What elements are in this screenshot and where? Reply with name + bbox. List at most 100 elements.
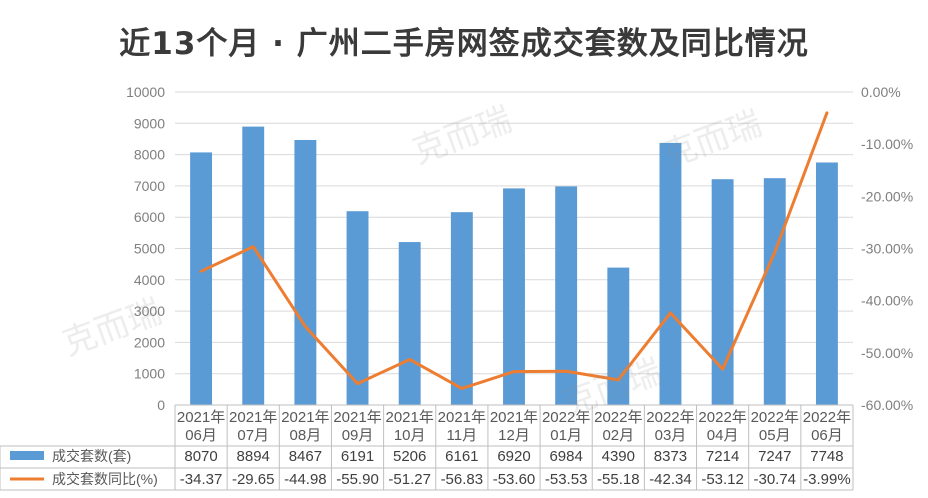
x-tick-label: 2022年	[751, 409, 799, 426]
x-tick-label: 02月	[602, 427, 634, 444]
line-point	[564, 369, 568, 373]
x-tick-label: 2021年	[281, 409, 329, 426]
data-label: 7214	[706, 448, 739, 465]
line-point	[460, 386, 464, 390]
x-tick-label: 10月	[394, 427, 426, 444]
line-point	[251, 245, 255, 249]
x-tick-label: 03月	[655, 427, 687, 444]
x-tick-label: 2022年	[594, 409, 642, 426]
data-label: 8070	[184, 448, 217, 465]
bar	[398, 242, 421, 405]
bar	[503, 188, 525, 405]
bar	[294, 139, 317, 405]
y-left-tick-label: 1000	[134, 366, 165, 382]
data-label: 4390	[602, 448, 635, 465]
legend-label: 成交套数(套)	[52, 448, 131, 464]
x-tick-label: 04月	[707, 427, 739, 444]
data-label: 7748	[810, 448, 843, 465]
y-left-tick-label: 6000	[134, 209, 165, 225]
data-label: -51.27	[388, 471, 431, 488]
line-point	[356, 382, 360, 386]
line-point	[825, 111, 829, 115]
y-right-tick-label: -10.00%	[861, 136, 913, 152]
line-point	[303, 325, 307, 329]
line-point	[512, 370, 516, 374]
data-label: -34.37	[180, 471, 223, 488]
line-point	[199, 269, 203, 273]
y-left-tick-label: 9000	[134, 115, 165, 131]
line-point	[773, 250, 777, 254]
y-right-tick-label: 0.00%	[861, 84, 901, 100]
x-tick-label: 07月	[237, 427, 269, 444]
data-label: 8373	[654, 448, 687, 465]
x-tick-label: 01月	[550, 427, 582, 444]
data-label: 8894	[237, 448, 270, 465]
bar	[815, 162, 838, 405]
data-label: 6161	[445, 448, 478, 465]
y-left-tick-label: 4000	[134, 272, 165, 288]
line-point	[668, 311, 672, 315]
data-label: -53.12	[701, 471, 744, 488]
chart-title: 近13个月 · 广州二手房网签成交套数及同比情况	[119, 26, 809, 62]
y-right-tick-label: -20.00%	[861, 188, 913, 204]
data-label: -29.65	[232, 471, 275, 488]
data-label: 6191	[341, 448, 374, 465]
bar	[763, 178, 786, 405]
data-label: 5206	[393, 448, 426, 465]
data-label: -30.74	[753, 471, 796, 488]
y-left-tick-label: 0	[157, 397, 165, 413]
data-label: -56.83	[441, 471, 484, 488]
x-tick-label: 2021年	[490, 409, 538, 426]
bar	[659, 142, 682, 405]
y-left-tick-label: 10000	[126, 84, 165, 100]
y-left-tick-label: 8000	[134, 147, 165, 163]
bar	[607, 267, 630, 405]
data-label: -53.60	[493, 471, 536, 488]
data-label: -42.34	[649, 471, 692, 488]
line-point	[616, 378, 620, 382]
line-point	[721, 367, 725, 371]
data-label: -44.98	[284, 471, 327, 488]
x-tick-label: 2021年	[333, 409, 381, 426]
x-tick-label: 08月	[290, 427, 322, 444]
legend-swatch	[10, 451, 44, 460]
x-tick-label: 06月	[811, 427, 843, 444]
data-label: 6920	[497, 448, 530, 465]
x-tick-label: 2021年	[229, 409, 277, 426]
bar	[190, 152, 213, 405]
x-tick-label: 2021年	[438, 409, 486, 426]
bar	[346, 211, 369, 405]
data-label: 7247	[758, 448, 791, 465]
bar	[555, 186, 578, 405]
data-label: -55.18	[597, 471, 640, 488]
x-tick-label: 06月	[185, 427, 217, 444]
bar	[711, 179, 734, 405]
data-label: -53.53	[545, 471, 588, 488]
x-tick-label: 12月	[498, 427, 530, 444]
y-left-tick-label: 7000	[134, 178, 165, 194]
line-point	[408, 357, 412, 361]
y-right-tick-label: -50.00%	[861, 345, 913, 361]
y-left-tick-label: 2000	[134, 334, 165, 350]
x-tick-label: 2021年	[386, 409, 434, 426]
legend-label: 成交套数同比(%)	[52, 471, 158, 487]
data-label: 6984	[549, 448, 582, 465]
x-tick-label: 09月	[342, 427, 374, 444]
y-right-tick-label: -40.00%	[861, 293, 913, 309]
x-tick-label: 2022年	[698, 409, 746, 426]
x-tick-label: 2022年	[803, 409, 851, 426]
x-tick-label: 2021年	[177, 409, 225, 426]
data-label: -55.90	[336, 471, 379, 488]
bar	[242, 126, 265, 405]
y-left-tick-label: 3000	[134, 303, 165, 319]
y-right-tick-label: -60.00%	[861, 397, 913, 413]
data-label: 8467	[289, 448, 322, 465]
x-tick-label: 05月	[759, 427, 791, 444]
x-tick-label: 2022年	[542, 409, 590, 426]
x-tick-label: 2022年	[646, 409, 694, 426]
x-tick-label: 11月	[447, 427, 478, 444]
y-right-tick-label: -30.00%	[861, 241, 913, 257]
data-label: -3.99%	[803, 471, 851, 488]
